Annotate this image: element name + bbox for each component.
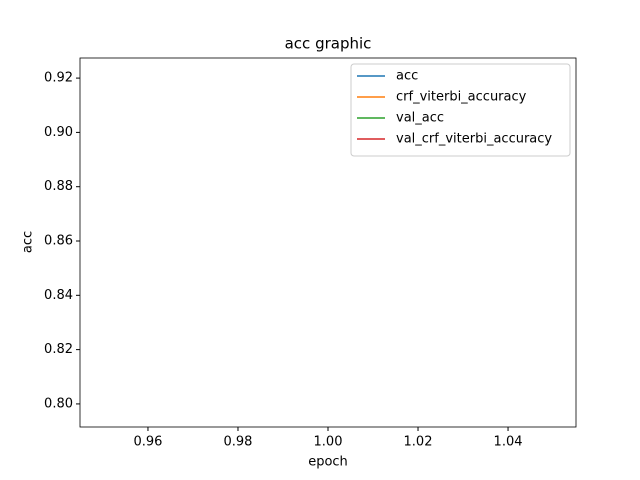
y-tick-label: 0.86 [44, 234, 73, 249]
x-tick-label: 0.96 [133, 435, 162, 450]
legend-label: val_crf_viterbi_accuracy [396, 132, 552, 147]
y-tick-label: 0.90 [44, 125, 73, 140]
x-tick-label: 1.02 [404, 435, 433, 450]
y-tick-label: 0.92 [44, 71, 73, 86]
y-tick-label: 0.80 [44, 396, 73, 411]
legend-label: acc [396, 69, 418, 84]
y-tick-label: 0.84 [44, 288, 73, 303]
chart-title: acc graphic [285, 35, 372, 53]
plot-frame [79, 57, 577, 428]
x-tick-label: 1.00 [314, 435, 343, 450]
y-axis-label: acc [21, 231, 36, 253]
x-tick-label: 1.04 [494, 435, 523, 450]
y-tick-label: 0.82 [44, 342, 73, 357]
legend-box [350, 63, 571, 157]
x-axis-label: epoch [308, 455, 348, 470]
legend-label: val_acc [396, 111, 444, 126]
legend-label: crf_viterbi_accuracy [396, 90, 527, 105]
x-tick-label: 0.98 [224, 435, 253, 450]
y-tick-label: 0.88 [44, 179, 73, 194]
